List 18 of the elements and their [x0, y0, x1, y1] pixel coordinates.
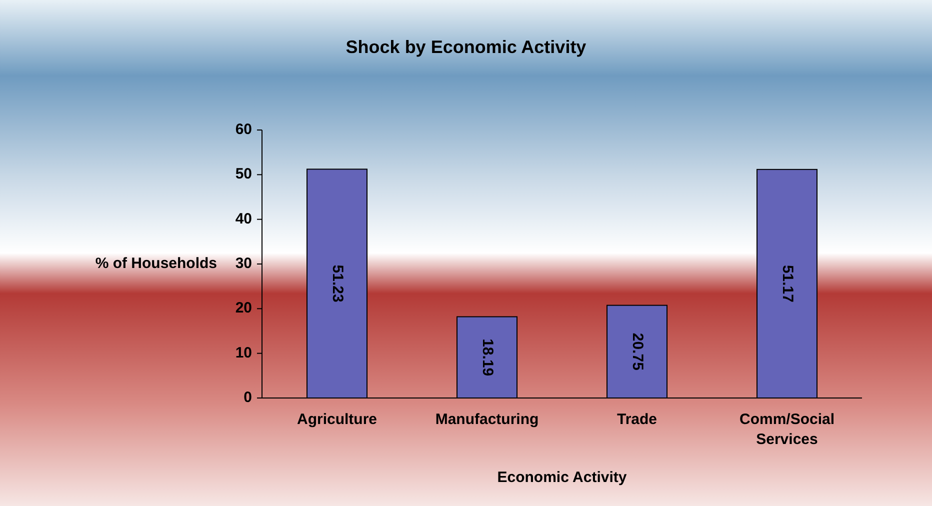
y-tick-label: 10: [235, 344, 252, 362]
data-label: 51.17: [779, 264, 796, 302]
y-tick-label: 20: [235, 300, 252, 317]
data-label: 20.75: [629, 332, 646, 370]
y-tick-label: 30: [235, 254, 252, 272]
x-tick-label: Manufacturing: [435, 411, 539, 428]
y-axis-title: % of Households: [95, 254, 217, 272]
data-label: 18.19: [479, 338, 496, 376]
x-tick-label: Comm/Social Services: [739, 411, 835, 448]
x-tick-label: Trade: [616, 411, 658, 428]
x-axis-title: Economic Activity: [497, 469, 628, 486]
y-tick-label: 0: [244, 388, 252, 406]
y-tick-label: 40: [235, 210, 252, 228]
x-tick-label: Agriculture: [296, 411, 378, 428]
chart-title: Shock by Economic Activity: [346, 37, 586, 57]
y-tick-label: 50: [235, 166, 252, 183]
y-tick-label: 60: [235, 120, 252, 138]
data-label: 51.23: [329, 264, 346, 302]
